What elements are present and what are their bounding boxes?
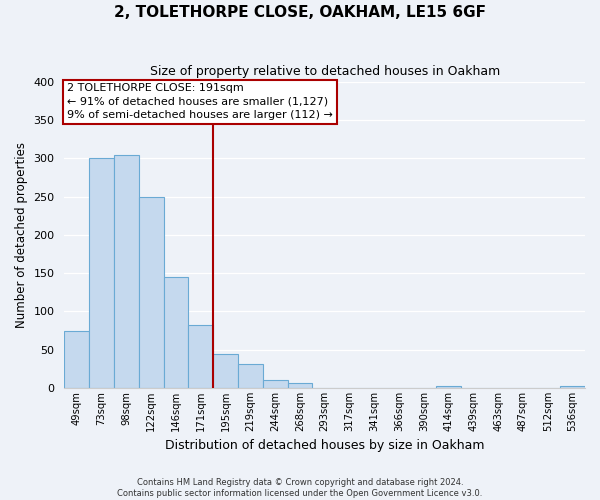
Text: 2, TOLETHORPE CLOSE, OAKHAM, LE15 6GF: 2, TOLETHORPE CLOSE, OAKHAM, LE15 6GF bbox=[114, 5, 486, 20]
Bar bbox=[188, 324, 213, 388]
Bar bbox=[238, 364, 263, 388]
Bar bbox=[560, 386, 585, 388]
Bar bbox=[139, 196, 164, 388]
Bar bbox=[89, 158, 114, 388]
X-axis label: Distribution of detached houses by size in Oakham: Distribution of detached houses by size … bbox=[165, 440, 484, 452]
Title: Size of property relative to detached houses in Oakham: Size of property relative to detached ho… bbox=[149, 65, 500, 78]
Bar bbox=[64, 330, 89, 388]
Bar bbox=[213, 354, 238, 388]
Bar bbox=[164, 277, 188, 388]
Y-axis label: Number of detached properties: Number of detached properties bbox=[15, 142, 28, 328]
Bar bbox=[114, 154, 139, 388]
Text: Contains HM Land Registry data © Crown copyright and database right 2024.
Contai: Contains HM Land Registry data © Crown c… bbox=[118, 478, 482, 498]
Bar bbox=[263, 380, 287, 388]
Text: 2 TOLETHORPE CLOSE: 191sqm
← 91% of detached houses are smaller (1,127)
9% of se: 2 TOLETHORPE CLOSE: 191sqm ← 91% of deta… bbox=[67, 84, 333, 120]
Bar bbox=[287, 384, 313, 388]
Bar bbox=[436, 386, 461, 388]
